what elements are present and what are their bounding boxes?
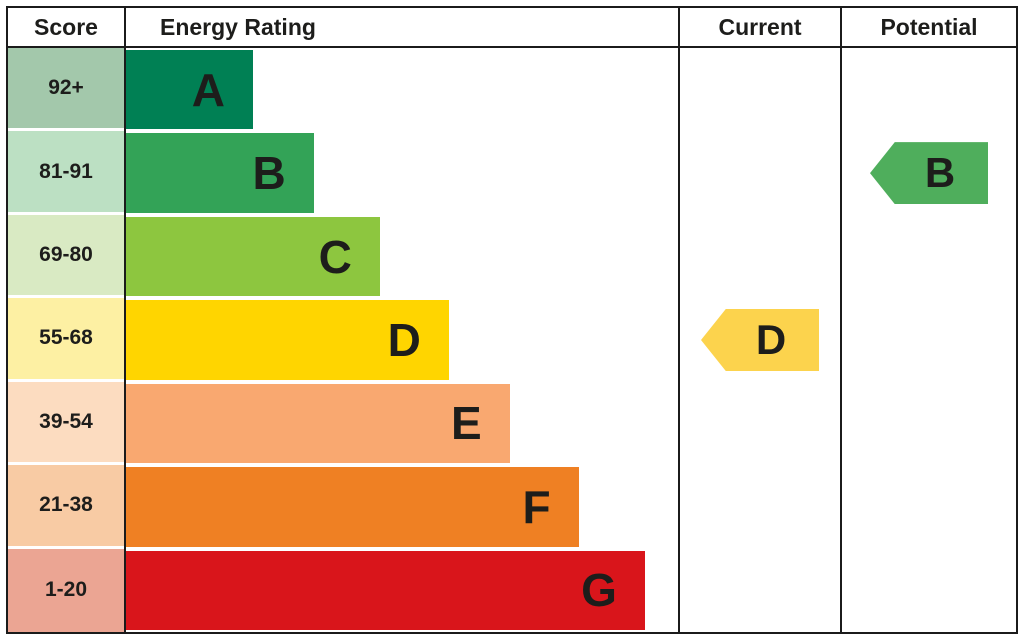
- score-cell-a: 92+: [8, 48, 126, 132]
- score-range-a: 92+: [8, 48, 124, 132]
- potential-cell-d: [842, 298, 1016, 382]
- rating-bar-f: F: [126, 467, 579, 547]
- bar-cell-g: G: [126, 548, 678, 632]
- current-cell-b: [678, 131, 842, 215]
- potential-cell-f: [842, 465, 1016, 549]
- score-range-f: 21-38: [8, 465, 124, 549]
- current-cell-e: [678, 381, 842, 466]
- bar-cell-e: E: [126, 381, 678, 466]
- score-cell-g: 1-20: [8, 548, 126, 632]
- current-cell-f: [678, 465, 842, 549]
- epc-grid: Score Energy Rating Current Potential 92…: [8, 8, 1016, 632]
- rating-bar-b: B: [126, 133, 314, 213]
- score-cell-e: 39-54: [8, 381, 126, 466]
- score-cell-c: 69-80: [8, 214, 126, 299]
- current-cell-c: [678, 214, 842, 299]
- header-energy-rating: Energy Rating: [126, 8, 678, 48]
- potential-cell-e: [842, 381, 1016, 466]
- score-range-c: 69-80: [8, 214, 124, 299]
- score-range-e: 39-54: [8, 381, 124, 466]
- bar-cell-d: D: [126, 298, 678, 382]
- rating-bar-g: G: [126, 550, 645, 630]
- score-range-d: 55-68: [8, 298, 124, 382]
- epc-chart: Score Energy Rating Current Potential 92…: [6, 6, 1018, 634]
- bar-cell-f: F: [126, 465, 678, 549]
- bar-cell-c: C: [126, 214, 678, 299]
- potential-cell-c: [842, 214, 1016, 299]
- score-cell-b: 81-91: [8, 131, 126, 215]
- rating-bar-a: A: [126, 50, 253, 130]
- score-range-g: 1-20: [8, 548, 124, 632]
- header-potential: Potential: [842, 8, 1016, 48]
- bar-cell-a: A: [126, 48, 678, 132]
- current-arrow: D: [701, 308, 819, 371]
- bar-cell-b: B: [126, 131, 678, 215]
- potential-arrow: B: [870, 142, 988, 205]
- current-cell-d: D: [678, 298, 842, 382]
- score-cell-d: 55-68: [8, 298, 126, 382]
- rating-bar-d: D: [126, 300, 449, 380]
- potential-cell-a: [842, 48, 1016, 132]
- score-cell-f: 21-38: [8, 465, 126, 549]
- potential-cell-g: [842, 548, 1016, 632]
- potential-cell-b: B: [842, 131, 1016, 215]
- current-cell-a: [678, 48, 842, 132]
- rating-bar-e: E: [126, 383, 510, 464]
- rating-bar-c: C: [126, 216, 380, 297]
- current-cell-g: [678, 548, 842, 632]
- header-current: Current: [678, 8, 842, 48]
- score-range-b: 81-91: [8, 131, 124, 215]
- header-score: Score: [8, 8, 126, 48]
